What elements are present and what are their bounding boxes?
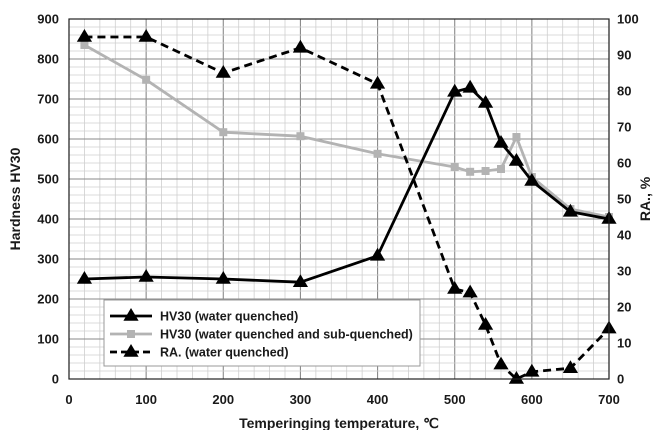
y-tick-label: 0 <box>52 372 59 387</box>
legend: HV30 (water quenched) HV30 (water quenche… <box>103 299 421 367</box>
series-2-point <box>373 149 382 158</box>
y2-tick-label: 30 <box>617 264 631 279</box>
series-1-point <box>138 269 154 282</box>
legend-marker-2 <box>127 330 135 338</box>
y2-tick-label: 50 <box>617 192 631 207</box>
legend-marker-1 <box>123 308 139 321</box>
legend-box <box>103 299 421 367</box>
legend-label-3: RA. (water quenched) <box>160 346 289 360</box>
ticks: 0 100 200 300 400 500 600 700010020030040050060… <box>37 12 638 408</box>
x-tick-label: 700 <box>598 392 620 407</box>
series-3-point <box>76 29 93 42</box>
y2-tick-label: 40 <box>617 228 631 243</box>
legend-marker-3 <box>123 344 139 357</box>
series-1-point <box>462 79 478 93</box>
y-tick-label: 800 <box>37 52 59 67</box>
series-2-point <box>512 133 521 141</box>
series-3-point <box>508 371 525 384</box>
series-1-point <box>477 95 494 108</box>
series-3-point <box>292 39 309 53</box>
series-3-point <box>524 363 540 377</box>
x-tick-label: 500 <box>444 392 466 407</box>
series-2-point <box>450 163 459 171</box>
y2-tick-label: 70 <box>617 120 631 135</box>
series-2-point <box>296 132 305 141</box>
y-tick-label: 100 <box>37 332 59 347</box>
plot-frame <box>68 18 610 380</box>
x-tick-label: 600 <box>521 392 543 407</box>
y2-tick-label: 90 <box>617 48 631 63</box>
series-2-point <box>80 41 89 49</box>
series-1-point <box>562 203 579 217</box>
y2-tick-label: 80 <box>617 84 631 99</box>
x-tick-label: 0 <box>65 392 72 407</box>
y2-tick-label: 60 <box>617 156 631 171</box>
y2-axis-title: RA., % <box>637 176 653 221</box>
series-3 <box>76 29 617 384</box>
y-tick-label: 300 <box>37 252 59 267</box>
series-3-point <box>462 284 478 298</box>
y-tick-label: 600 <box>37 132 59 147</box>
series-3-point <box>493 356 509 370</box>
series-1-point <box>215 271 231 284</box>
series-3-point <box>562 360 579 373</box>
series-layer <box>76 29 617 384</box>
y-tick-label: 400 <box>37 212 59 227</box>
series-1-point <box>524 173 540 186</box>
series-3-point <box>369 75 386 89</box>
y-tick-label: 700 <box>37 92 59 107</box>
series-1-point <box>508 153 525 166</box>
y-axis-title: Hardness HV30 <box>7 147 23 250</box>
y2-tick-label: 100 <box>617 12 639 27</box>
y2-tick-label: 0 <box>617 372 624 387</box>
series-1-point <box>493 135 509 148</box>
series-2-point <box>142 75 151 84</box>
x-tick-label: 400 <box>367 392 389 407</box>
series-2-point <box>466 167 475 176</box>
series-1-point <box>292 274 309 287</box>
series-3-point <box>215 65 231 78</box>
series-2-point <box>481 167 490 175</box>
series-2-point <box>497 165 505 173</box>
x-axis-title: Temperinging temperature, ℃ <box>239 415 439 430</box>
series-1-point <box>447 83 463 97</box>
y2-tick-label: 10 <box>617 336 631 351</box>
series-1-point <box>76 271 93 284</box>
series-1-point <box>369 247 386 261</box>
x-tick-label: 200 <box>212 392 234 407</box>
y-tick-label: 500 <box>37 172 59 187</box>
legend-label-2: HV30 (water quenched and sub-quenched) <box>160 328 413 342</box>
series-3-point <box>138 29 154 42</box>
x-tick-label: 100 <box>135 392 157 407</box>
series-2-point <box>219 128 228 137</box>
series-3-point <box>477 317 494 330</box>
y-tick-label: 900 <box>37 12 59 27</box>
series-3-point <box>447 281 463 294</box>
x-tick-label: 300 <box>290 392 312 407</box>
y-tick-label: 200 <box>37 292 59 307</box>
legend-label-1: HV30 (water quenched) <box>160 310 298 324</box>
y2-tick-label: 20 <box>617 300 631 315</box>
